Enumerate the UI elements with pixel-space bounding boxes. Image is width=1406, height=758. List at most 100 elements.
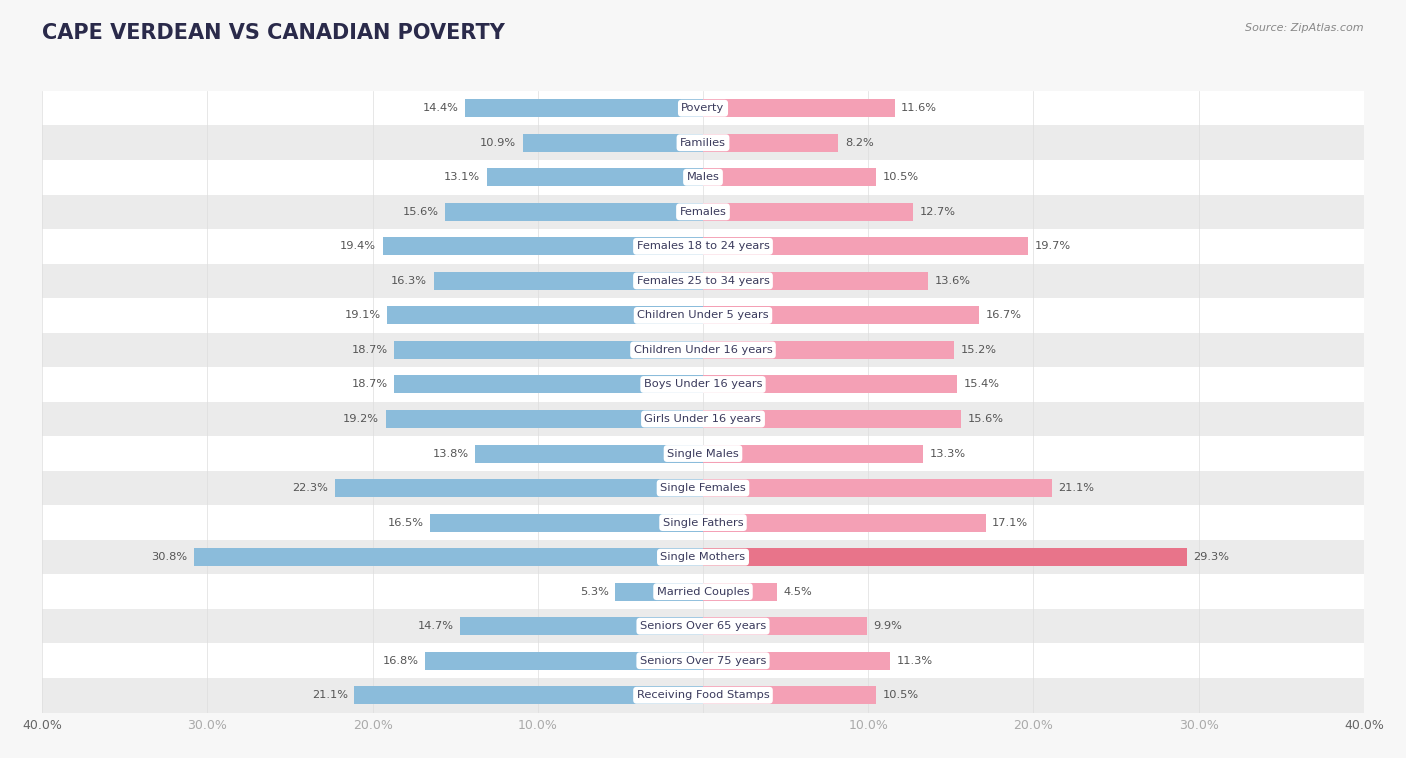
Bar xyxy=(42,540,1364,575)
Text: Source: ZipAtlas.com: Source: ZipAtlas.com xyxy=(1246,23,1364,33)
Text: 19.4%: 19.4% xyxy=(340,241,375,252)
Text: 14.4%: 14.4% xyxy=(423,103,458,113)
Bar xyxy=(42,264,1364,298)
Bar xyxy=(703,652,890,670)
Text: Children Under 16 years: Children Under 16 years xyxy=(634,345,772,355)
Text: 21.1%: 21.1% xyxy=(312,691,347,700)
Legend: Cape Verdean, Canadian: Cape Verdean, Canadian xyxy=(582,755,824,758)
Bar xyxy=(354,686,703,704)
Bar xyxy=(446,203,703,221)
Bar xyxy=(335,479,703,497)
Bar xyxy=(703,479,1052,497)
Bar xyxy=(42,160,1364,195)
Text: 19.1%: 19.1% xyxy=(344,311,381,321)
Text: 11.3%: 11.3% xyxy=(896,656,932,666)
Text: Females: Females xyxy=(679,207,727,217)
Text: Single Fathers: Single Fathers xyxy=(662,518,744,528)
Text: Poverty: Poverty xyxy=(682,103,724,113)
Bar xyxy=(42,506,1364,540)
Bar xyxy=(703,133,838,152)
Text: 10.5%: 10.5% xyxy=(883,691,920,700)
Bar xyxy=(42,126,1364,160)
Bar xyxy=(42,437,1364,471)
Bar xyxy=(486,168,703,186)
Bar xyxy=(703,237,1028,255)
Bar xyxy=(703,99,894,117)
Bar xyxy=(194,548,703,566)
Bar xyxy=(426,652,703,670)
Bar xyxy=(703,410,960,428)
Bar xyxy=(703,306,979,324)
Bar xyxy=(616,583,703,600)
Text: 4.5%: 4.5% xyxy=(785,587,813,597)
Bar xyxy=(42,644,1364,678)
Bar xyxy=(703,168,876,186)
Bar xyxy=(42,298,1364,333)
Bar xyxy=(703,686,876,704)
Bar xyxy=(433,272,703,290)
Text: Married Couples: Married Couples xyxy=(657,587,749,597)
Bar xyxy=(703,548,1187,566)
Text: 19.2%: 19.2% xyxy=(343,414,380,424)
Text: 15.6%: 15.6% xyxy=(402,207,439,217)
Text: 10.5%: 10.5% xyxy=(883,172,920,182)
Text: Females 25 to 34 years: Females 25 to 34 years xyxy=(637,276,769,286)
Bar xyxy=(42,575,1364,609)
Bar xyxy=(703,341,955,359)
Text: 29.3%: 29.3% xyxy=(1194,552,1230,562)
Text: 13.6%: 13.6% xyxy=(934,276,970,286)
Text: Single Females: Single Females xyxy=(661,483,745,493)
Text: Receiving Food Stamps: Receiving Food Stamps xyxy=(637,691,769,700)
Text: 19.7%: 19.7% xyxy=(1035,241,1071,252)
Bar xyxy=(465,99,703,117)
Text: 9.9%: 9.9% xyxy=(873,622,903,631)
Text: Seniors Over 65 years: Seniors Over 65 years xyxy=(640,622,766,631)
Text: 15.2%: 15.2% xyxy=(960,345,997,355)
Text: Single Males: Single Males xyxy=(666,449,740,459)
Text: Children Under 5 years: Children Under 5 years xyxy=(637,311,769,321)
Text: 16.8%: 16.8% xyxy=(382,656,419,666)
Text: 14.7%: 14.7% xyxy=(418,622,454,631)
Text: CAPE VERDEAN VS CANADIAN POVERTY: CAPE VERDEAN VS CANADIAN POVERTY xyxy=(42,23,505,42)
Bar xyxy=(382,237,703,255)
Text: 13.8%: 13.8% xyxy=(432,449,468,459)
Bar xyxy=(385,410,703,428)
Bar xyxy=(703,203,912,221)
Text: Single Mothers: Single Mothers xyxy=(661,552,745,562)
Bar xyxy=(42,609,1364,644)
Text: 15.6%: 15.6% xyxy=(967,414,1004,424)
Text: 21.1%: 21.1% xyxy=(1059,483,1094,493)
Bar xyxy=(42,402,1364,437)
Bar xyxy=(42,195,1364,229)
Bar xyxy=(394,341,703,359)
Text: Boys Under 16 years: Boys Under 16 years xyxy=(644,380,762,390)
Text: 5.3%: 5.3% xyxy=(579,587,609,597)
Text: 18.7%: 18.7% xyxy=(352,345,388,355)
Bar xyxy=(703,444,922,462)
Text: 22.3%: 22.3% xyxy=(292,483,328,493)
Text: 16.3%: 16.3% xyxy=(391,276,427,286)
Text: 12.7%: 12.7% xyxy=(920,207,956,217)
Bar xyxy=(394,375,703,393)
Bar xyxy=(388,306,703,324)
Bar xyxy=(460,617,703,635)
Bar xyxy=(475,444,703,462)
Text: Families: Families xyxy=(681,138,725,148)
Bar xyxy=(430,514,703,531)
Text: 16.5%: 16.5% xyxy=(388,518,423,528)
Text: Seniors Over 75 years: Seniors Over 75 years xyxy=(640,656,766,666)
Bar xyxy=(42,333,1364,367)
Bar xyxy=(703,272,928,290)
Text: 8.2%: 8.2% xyxy=(845,138,873,148)
Text: 15.4%: 15.4% xyxy=(965,380,1000,390)
Text: 16.7%: 16.7% xyxy=(986,311,1022,321)
Bar xyxy=(42,91,1364,126)
Bar xyxy=(703,375,957,393)
Text: 18.7%: 18.7% xyxy=(352,380,388,390)
Text: Females 18 to 24 years: Females 18 to 24 years xyxy=(637,241,769,252)
Bar xyxy=(703,583,778,600)
Bar xyxy=(42,678,1364,713)
Text: 11.6%: 11.6% xyxy=(901,103,938,113)
Text: 17.1%: 17.1% xyxy=(993,518,1028,528)
Text: 13.1%: 13.1% xyxy=(444,172,479,182)
